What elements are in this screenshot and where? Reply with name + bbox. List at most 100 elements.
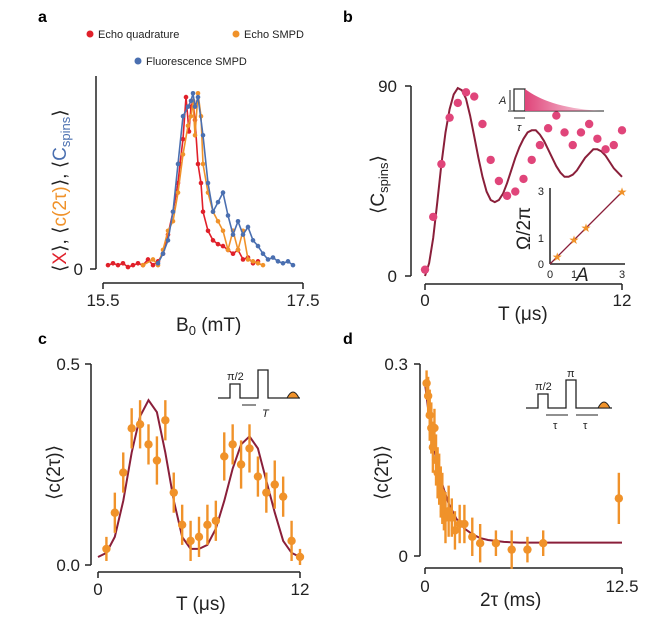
b-ytick-label-max: 90 [378, 77, 397, 96]
a-y-axis-label: ⟨X⟩, ⟨c(2τ)⟩, ⟨Cspins⟩ [50, 109, 73, 272]
b-point [453, 98, 463, 108]
c-point [127, 424, 136, 433]
a-point [195, 90, 201, 96]
c-point [144, 440, 153, 449]
d-ytick-label-min: 0 [399, 547, 408, 566]
a-point [225, 213, 231, 218]
c-point [295, 552, 305, 562]
d-point [491, 539, 501, 548]
a-series-line-1 [142, 93, 264, 267]
d-point [422, 379, 431, 388]
a-point [165, 238, 171, 243]
d-xtick-label-max: 12.5 [605, 577, 638, 596]
c-echo-shape [286, 391, 300, 399]
c-point [119, 468, 128, 477]
d-xtick-label-min: 0 [420, 577, 429, 596]
a-point [215, 199, 221, 205]
a-point [175, 190, 181, 195]
d-point [450, 526, 460, 535]
a-point [235, 218, 241, 224]
a-point [220, 243, 226, 249]
d-pulse-label-pi2: π/2 [535, 381, 552, 393]
a-point [280, 260, 286, 266]
c-ytick-label-min: 0.0 [56, 556, 80, 575]
a-point [180, 136, 186, 142]
b-pulse-duration-label: τ [517, 122, 522, 134]
b-point [470, 92, 479, 101]
c-point [194, 532, 204, 542]
c-point [245, 444, 254, 453]
b-point [437, 159, 446, 169]
b-point [584, 119, 594, 129]
a-point [135, 260, 141, 266]
b-pulse-decay [525, 89, 600, 111]
c-point [236, 460, 246, 469]
a-point [150, 262, 156, 268]
c-x-axis-label: T (μs) [176, 594, 226, 615]
b-point [568, 140, 577, 150]
panel-b-chart: 90 0 0 12 T (μs) ⟨Cspins⟩ A τ 3 1 0 0 1 … [368, 77, 631, 325]
d-point [468, 532, 477, 541]
b-inset-ytick-1: 1 [538, 233, 544, 245]
a-point [170, 209, 176, 214]
d-point [523, 545, 532, 554]
a-point [180, 113, 186, 119]
a-point [110, 260, 116, 266]
b-y-axis-label: ⟨Cspins⟩ [368, 155, 391, 214]
d-point [539, 539, 548, 548]
a-point [255, 260, 261, 266]
legend-echo-smpd: Echo SMPD [244, 29, 304, 41]
a-point [260, 251, 266, 257]
a-point [245, 257, 251, 262]
a-point [255, 243, 261, 249]
a-point [215, 218, 221, 224]
a-point [285, 259, 291, 264]
b-point [560, 128, 569, 137]
a-point [290, 262, 296, 268]
a-point [250, 238, 256, 243]
b-point [502, 191, 512, 200]
b-point [543, 124, 553, 133]
panel-label-a: a [38, 9, 47, 26]
d-point [507, 545, 516, 554]
a-point [230, 251, 236, 257]
b-point [519, 174, 528, 184]
b-inset-point: ★ [552, 250, 563, 264]
a-point [188, 113, 194, 119]
d-x-axis-label: 2τ (ms) [480, 590, 541, 611]
c-point [161, 416, 170, 425]
b-inset-point: ★ [617, 185, 628, 199]
a-point [220, 228, 226, 234]
a-point [130, 262, 136, 268]
a-point [185, 104, 191, 109]
a-point [155, 260, 161, 266]
a-point [160, 251, 166, 257]
b-point [527, 155, 536, 165]
d-point [475, 539, 485, 548]
a-point [180, 152, 186, 157]
b-inset-fit-line [549, 191, 623, 265]
a-point [190, 90, 196, 96]
c-point [220, 452, 229, 461]
a-point [192, 133, 198, 138]
b-inset-ytick-0: 0 [538, 259, 544, 271]
b-inset-x-label: A [575, 265, 589, 286]
c-delay-label: T [262, 408, 270, 420]
a-point [225, 247, 231, 253]
a-point [230, 232, 236, 237]
legend-marker-fluorescence-smpd [134, 57, 142, 65]
a-point [240, 232, 246, 237]
b-point [535, 140, 545, 150]
b-point [445, 113, 454, 122]
a-point [260, 262, 266, 268]
b-point [429, 212, 438, 222]
c-point [278, 492, 288, 501]
a-point [105, 262, 111, 268]
c-point [287, 536, 296, 546]
d-point [614, 494, 624, 503]
a-x-axis-label: B0 (mT) [176, 315, 241, 338]
panel-label-b: b [343, 9, 353, 26]
c-point [203, 520, 212, 529]
d-pulse-label-pi: π [567, 368, 575, 380]
